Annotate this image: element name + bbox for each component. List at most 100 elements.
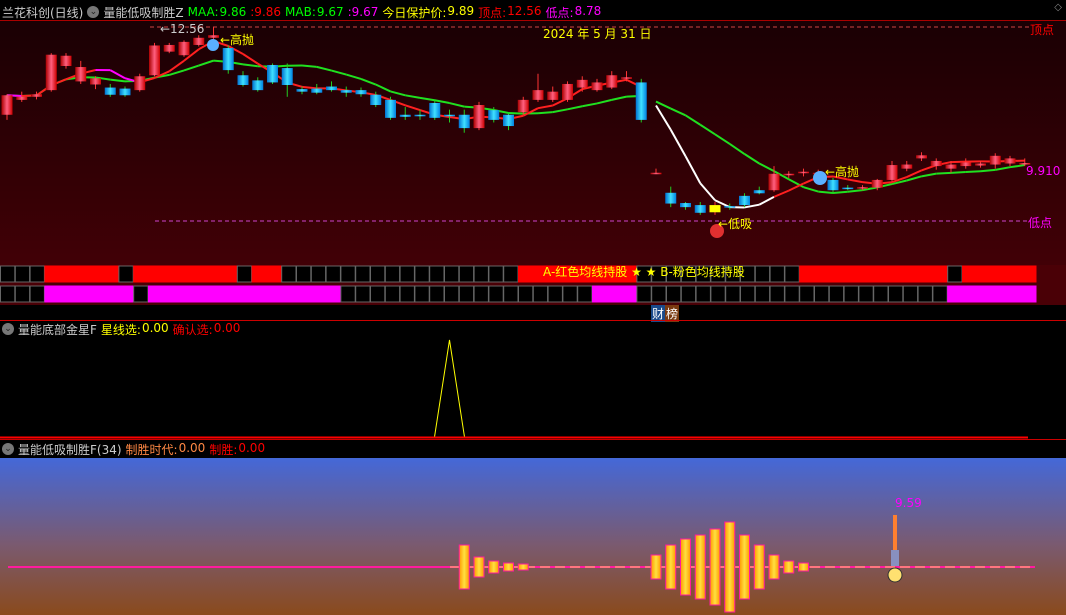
main-header: 兰花科创(日线) ⌄ 量能低吸制胜Z MAA: 9.86 :9.86 MAB: 9.… — [2, 3, 601, 21]
candle-body — [488, 110, 500, 120]
win-pair: 制胜: 0.00 — [209, 441, 265, 458]
strip-b-cell — [962, 285, 978, 303]
price-stick — [893, 515, 897, 560]
strip-a-cell — [606, 265, 623, 283]
star-pair: 星线选: 0.00 — [101, 321, 169, 338]
strip-b-cell — [44, 285, 60, 303]
caibang-button[interactable]: 财榜 — [651, 305, 680, 322]
indicator-name[interactable]: 量能低吸制胜Z — [103, 5, 184, 20]
low-label: 低点: — [545, 5, 574, 20]
candle-body — [75, 67, 87, 82]
strip-b-cell — [799, 285, 815, 303]
ma-long-line — [995, 166, 1011, 171]
strip-b-cell — [592, 285, 608, 303]
strip-b-cell — [162, 285, 179, 303]
ma-short-line — [891, 176, 908, 184]
strip-a-cell — [1006, 265, 1022, 283]
wave-bar — [473, 556, 485, 578]
ma-long-line — [405, 94, 421, 99]
strip-a-cell — [621, 265, 637, 283]
star-indicator-chart[interactable] — [0, 320, 1066, 440]
strip-a-cell — [162, 265, 179, 283]
ma-short-line — [684, 155, 702, 184]
strip-a-cell — [577, 265, 593, 283]
ma-short-line — [669, 129, 687, 157]
date-label: 2024 年 5 月 31 日 — [543, 27, 652, 41]
candle-body — [650, 172, 662, 175]
candle-body — [532, 90, 544, 100]
strip-a-cell — [592, 265, 608, 283]
chevron-down-icon[interactable]: ⌄ — [2, 323, 14, 335]
ma-long-line — [198, 59, 214, 67]
ma-long-line — [847, 189, 863, 193]
panel-toggle-icon[interactable]: ◇ — [1054, 2, 1062, 13]
era-pair: 制胜时代: 0.00 — [126, 441, 206, 458]
ma-long-line — [670, 107, 686, 117]
top-marker: 顶点 — [1030, 23, 1055, 37]
top-value: 12.56 — [507, 3, 542, 18]
strip-a-cell — [991, 265, 1007, 283]
strip-b-cell — [873, 285, 889, 303]
maa-value: 9.86 — [219, 5, 247, 19]
strip-a-cell — [340, 265, 356, 283]
chevron-down-icon[interactable]: ⌄ — [87, 6, 100, 18]
ma-short-line — [906, 169, 922, 178]
strip-a-cell — [177, 265, 193, 283]
era-label: 制胜时代: — [125, 442, 178, 457]
wave-bar — [798, 562, 809, 572]
strip-a-cell — [0, 265, 16, 283]
money-bag-icon — [887, 567, 903, 583]
candle-body — [104, 87, 116, 95]
strip-b-cell — [547, 285, 563, 303]
sell-ball-icon — [813, 171, 827, 185]
maa-label: MAA: — [187, 5, 219, 19]
ma-long-line — [921, 172, 937, 178]
ma-short-line — [183, 48, 200, 62]
ma-short-line — [109, 69, 126, 80]
volume-wave-chart[interactable] — [0, 458, 1066, 615]
strip-b-cell — [518, 285, 534, 303]
candle-body — [429, 102, 441, 118]
candle-body — [311, 88, 323, 93]
candle-body — [503, 114, 514, 127]
strip-b-cell — [177, 285, 193, 303]
strip-a-cell — [133, 265, 149, 283]
strip-b-cell — [14, 285, 31, 303]
confirm-pair: 确认选: 0.00 — [173, 321, 241, 338]
strip-a-cell — [399, 265, 415, 283]
chevron-down-icon[interactable]: ⌄ — [2, 443, 14, 455]
strip-b-cell — [458, 285, 475, 303]
mab-value: 9.67 — [316, 5, 344, 19]
candle-body — [119, 88, 131, 96]
ma-long-line — [788, 178, 804, 189]
wave-bar — [753, 544, 765, 590]
mab-value-2: :9.67 — [347, 5, 379, 19]
strip-legend: A-红色均线持股 ★ ★ B-粉色均线持股 — [543, 265, 745, 279]
maa-value-2: :9.86 — [250, 5, 282, 19]
stock-name[interactable]: 兰花科创(日线) — [2, 5, 84, 20]
ma-short-line — [832, 175, 848, 181]
candle-body — [694, 205, 706, 213]
ma-short-line — [773, 189, 790, 198]
strip-b-cell — [754, 285, 771, 303]
candle-body — [635, 82, 647, 120]
strip-a-cell — [902, 265, 919, 283]
confirm-label: 确认选: — [172, 322, 213, 337]
panel2-name[interactable]: 量能底部金星F — [18, 322, 97, 337]
strip-a-cell — [962, 265, 978, 283]
wave-bar — [724, 521, 736, 613]
ma-short-line — [655, 105, 672, 131]
last-price-label: 9.910 — [1026, 164, 1061, 178]
strip-a-cell — [518, 265, 534, 283]
ma-long-line — [508, 112, 524, 115]
candlestick-chart[interactable] — [0, 20, 1066, 320]
ma-short-line — [788, 182, 804, 192]
strip-a-cell — [843, 265, 859, 283]
strip-a-cell — [532, 265, 549, 283]
confirm-value: 0.00 — [213, 320, 241, 335]
cai-char: 财 — [651, 305, 666, 322]
ma-long-line — [891, 179, 907, 186]
strip-b-cell — [310, 285, 327, 303]
panel3-name[interactable]: 量能低吸制胜F(34) — [18, 442, 122, 457]
candle-body — [355, 90, 367, 95]
